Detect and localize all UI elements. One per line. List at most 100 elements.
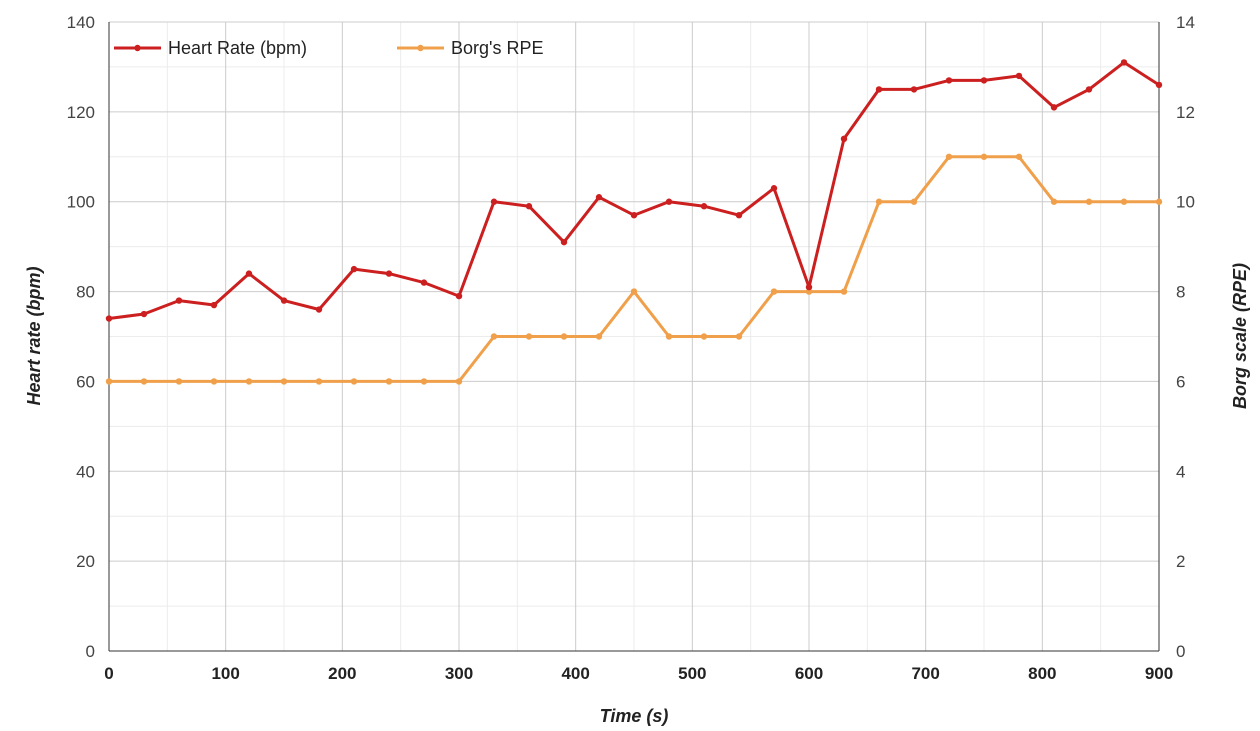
heart-rate-point [1015,72,1023,80]
heart-rate-point [840,135,848,143]
x-tick-label: 500 [678,664,706,683]
legend-swatch-point [134,44,141,52]
heart-rate-point [1050,104,1058,111]
x-tick-label: 400 [561,664,589,683]
heart-rate-point [1155,81,1163,89]
x-tick-label: 800 [1028,664,1056,683]
legend-item-borg-rpe: Borg's RPE [397,38,543,58]
borg-rpe-point [875,198,883,205]
borg-rpe-point [840,288,848,295]
y-left-tick-label: 140 [67,13,95,32]
heart-rate-series [105,59,1163,322]
borg-rpe-point [1120,198,1128,205]
borg-rpe-point [140,378,148,385]
heart-rate-point [560,238,568,246]
borg-rpe-point [700,333,708,340]
y-right-tick-label: 10 [1176,193,1195,212]
borg-rpe-point [525,333,533,340]
heart-rate-point [350,265,358,273]
grid [108,21,1160,652]
borg-rpe-point [980,153,988,160]
y-left-tick-label: 40 [76,462,95,481]
x-tick-label: 300 [445,664,473,683]
x-tick-label: 700 [911,664,939,683]
heart-rate-point [385,270,393,277]
y-right-tick-label: 2 [1176,552,1185,571]
heart-rate-point [140,310,148,318]
y-left-tick-label: 20 [76,552,95,571]
borg-rpe-point [1155,198,1163,205]
heart-rate-point [315,306,323,313]
borg-rpe-point [770,288,778,295]
heart-rate-point [175,297,183,304]
borg-rpe-point [595,333,603,340]
y-right-tick-label: 0 [1176,642,1185,661]
axes: 0 100 200 300 400 500 600 700 800 900020406080100… [67,13,1195,683]
borg-rpe-point [175,378,183,385]
y-left-tick-label: 0 [86,642,95,661]
borg-rpe-point [805,288,813,295]
heart-rate-point [1085,86,1093,93]
series-layer [105,59,1163,385]
y-right-axis-title: Borg scale (RPE) [1230,263,1250,409]
x-tick-label: 900 [1145,664,1173,683]
heart-rate-point [770,185,778,192]
borg-rpe-point [1085,198,1093,205]
borg-rpe-point [105,378,113,385]
heart-rate-point [210,301,218,309]
legend-swatch-point [417,44,424,52]
heart-rate-point [525,203,533,210]
heart-rate-point [700,203,708,210]
borg-rpe-point [210,378,218,385]
borg-rpe-point [385,378,393,385]
borg-rpe-point [1050,198,1058,205]
borg-rpe-series [105,153,1163,385]
borg-rpe-point [420,378,428,385]
heart-rate-point [665,198,673,205]
heart-rate-point [910,86,918,93]
heart-rate-point [980,77,988,84]
heart-rate-point [420,279,428,286]
y-left-tick-label: 100 [67,193,95,212]
heart-rate-point [1120,59,1128,66]
borg-rpe-point [315,378,323,385]
borg-rpe-point [1015,153,1023,160]
heart-rate-point [595,194,603,201]
heart-rate-point [630,211,638,219]
borg-rpe-point [910,198,918,205]
legend: Heart Rate (bpm) Borg's RPE [114,38,543,58]
x-tick-label: 100 [211,664,239,683]
heart-rate-point [105,315,113,322]
borg-rpe-point [630,288,638,295]
borg-rpe-point [490,333,498,340]
y-left-axis-title: Heart rate (bpm) [24,266,44,405]
y-right-tick-label: 4 [1176,462,1185,481]
heart-rate-point [490,198,498,205]
legend-item-heart-rate: Heart Rate (bpm) [114,38,307,58]
heart-rate-point [455,292,463,300]
heart-rate-point [245,270,253,277]
borg-rpe-point [455,378,463,385]
borg-rpe-point [280,378,288,385]
borg-rpe-point [665,333,673,340]
borg-rpe-point [560,333,568,340]
x-axis-title: Time (s) [600,706,669,726]
y-right-tick-label: 6 [1176,372,1185,391]
legend-label: Heart Rate (bpm) [168,38,307,58]
x-tick-label: 0 [104,664,113,683]
borg-rpe-point [350,378,358,385]
y-left-tick-label: 120 [67,103,95,122]
borg-rpe-point [945,153,953,160]
borg-rpe-point [245,378,253,385]
y-right-tick-label: 8 [1176,283,1185,302]
heart-rate-point [280,297,288,304]
y-left-tick-label: 60 [76,372,95,391]
borg-rpe-point [735,333,743,340]
y-right-tick-label: 12 [1176,103,1195,122]
y-left-tick-label: 80 [76,283,95,302]
x-tick-label: 600 [795,664,823,683]
heart-rate-point [805,283,813,291]
heart-rate-point [735,211,743,219]
heart-rate-point [875,86,883,93]
